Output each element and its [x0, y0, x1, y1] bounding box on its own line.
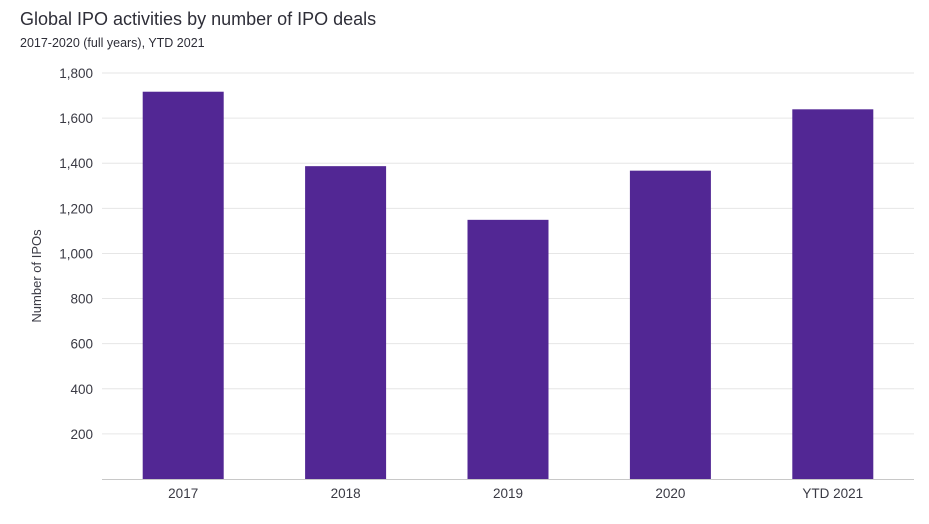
x-tick-label: 2019: [493, 486, 523, 501]
x-tick-label: 2018: [331, 486, 361, 501]
y-axis-title: Number of IPOs: [29, 229, 44, 323]
y-tick-label: 1,600: [59, 111, 93, 126]
bar: [142, 91, 224, 480]
x-axis-ticks: 2017 2018 2019 2020 YTD 2021: [168, 486, 863, 501]
bar: [467, 219, 549, 479]
y-tick-label: 600: [70, 337, 93, 352]
chart-subtitle: 2017-2020 (full years), YTD 2021: [20, 36, 205, 50]
bar: [792, 109, 874, 479]
bar: [629, 170, 711, 479]
y-tick-label: 400: [70, 382, 93, 397]
chart-title: Global IPO activities by number of IPO d…: [20, 9, 377, 29]
y-tick-label: 800: [70, 292, 93, 307]
x-tick-label: YTD 2021: [802, 486, 863, 501]
y-tick-label: 1,200: [59, 201, 93, 216]
y-tick-label: 200: [70, 427, 93, 442]
y-tick-label: 1,800: [59, 66, 93, 81]
y-tick-label: 1,400: [59, 156, 93, 171]
bars: [142, 91, 874, 480]
y-tick-label: 1,000: [59, 246, 93, 261]
gridlines: [102, 72, 914, 435]
x-tick-label: 2020: [655, 486, 685, 501]
x-tick-label: 2017: [168, 486, 198, 501]
y-axis-ticks: 200 400 600 800 1,000 1,200 1,400 1,600 1,800: [59, 66, 93, 442]
bar: [305, 166, 387, 479]
